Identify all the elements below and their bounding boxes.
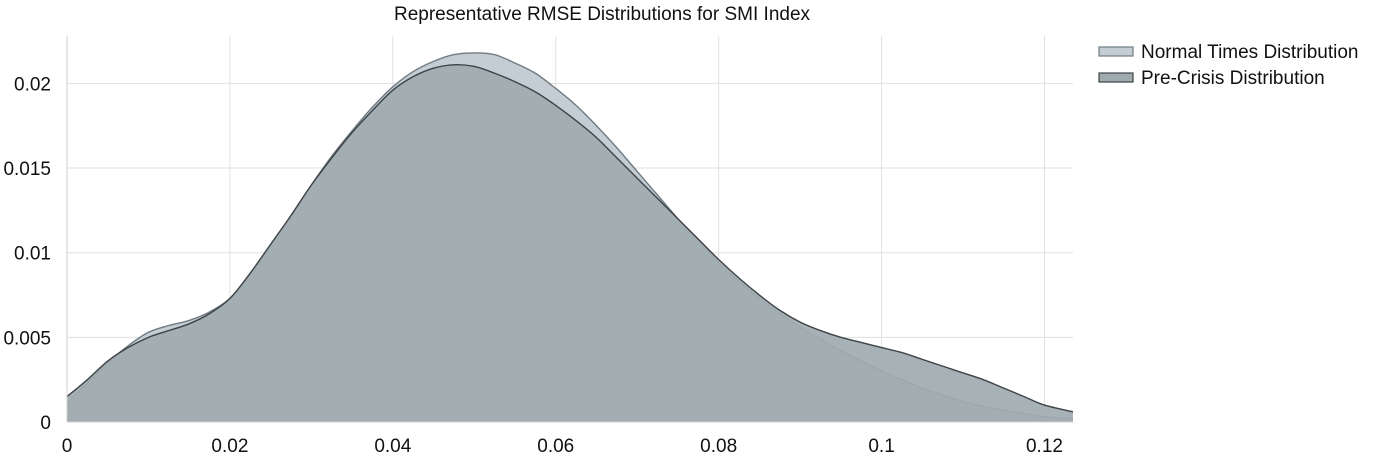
legend: Normal Times Distribution Pre-Crisis Dist…: [1098, 42, 1359, 89]
y-tick-label: 0.005: [3, 328, 51, 349]
x-tick-label: 0.12: [1026, 436, 1063, 457]
y-tick-label: 0.02: [14, 74, 51, 95]
x-tick-label: 0.06: [537, 436, 574, 457]
x-tick-label: 0.04: [374, 436, 411, 457]
series-areas: [66, 52, 1074, 423]
legend-label: Normal Times Distribution: [1141, 42, 1359, 63]
legend-label: Pre-Crisis Distribution: [1141, 68, 1325, 89]
y-tick-label: 0.01: [14, 244, 51, 265]
series-line-2: [66, 64, 1074, 413]
x-tick-label: 0: [62, 436, 73, 457]
legend-swatch: [1098, 72, 1134, 83]
y-tick-label: 0.015: [3, 159, 51, 180]
axes: 0 0.02 0.04 0.06 0.08 0.1 0.12 0 0.005 0.01 0.015 0…: [3, 36, 1073, 457]
legend-swatch: [1098, 46, 1134, 57]
y-tick-label: 0: [40, 413, 51, 434]
x-tick-label: 0.1: [868, 436, 894, 457]
chart-title: Representative RMSE Distributions for SM…: [394, 4, 811, 25]
series-area-2: [67, 64, 1073, 422]
x-tick-label: 0.02: [211, 436, 248, 457]
x-tick-label: 0.08: [700, 436, 737, 457]
